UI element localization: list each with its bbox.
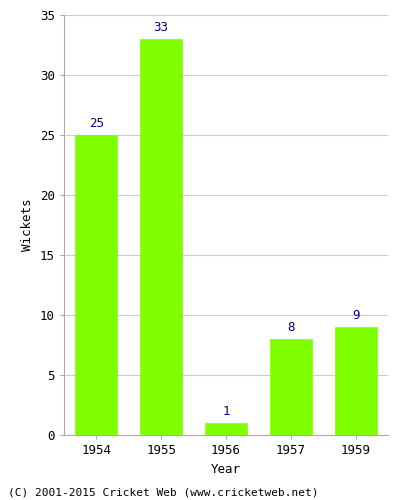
Bar — [270, 339, 312, 435]
Text: 1: 1 — [222, 405, 230, 418]
Text: 33: 33 — [154, 21, 169, 34]
Bar — [140, 39, 182, 435]
Bar — [334, 327, 377, 435]
Y-axis label: Wickets: Wickets — [22, 198, 34, 251]
Text: (C) 2001-2015 Cricket Web (www.cricketweb.net): (C) 2001-2015 Cricket Web (www.cricketwe… — [8, 488, 318, 498]
Bar — [205, 423, 247, 435]
Text: 8: 8 — [287, 321, 294, 334]
Text: 9: 9 — [352, 309, 359, 322]
Text: 25: 25 — [89, 117, 104, 130]
Bar — [75, 135, 118, 435]
X-axis label: Year: Year — [211, 462, 241, 475]
